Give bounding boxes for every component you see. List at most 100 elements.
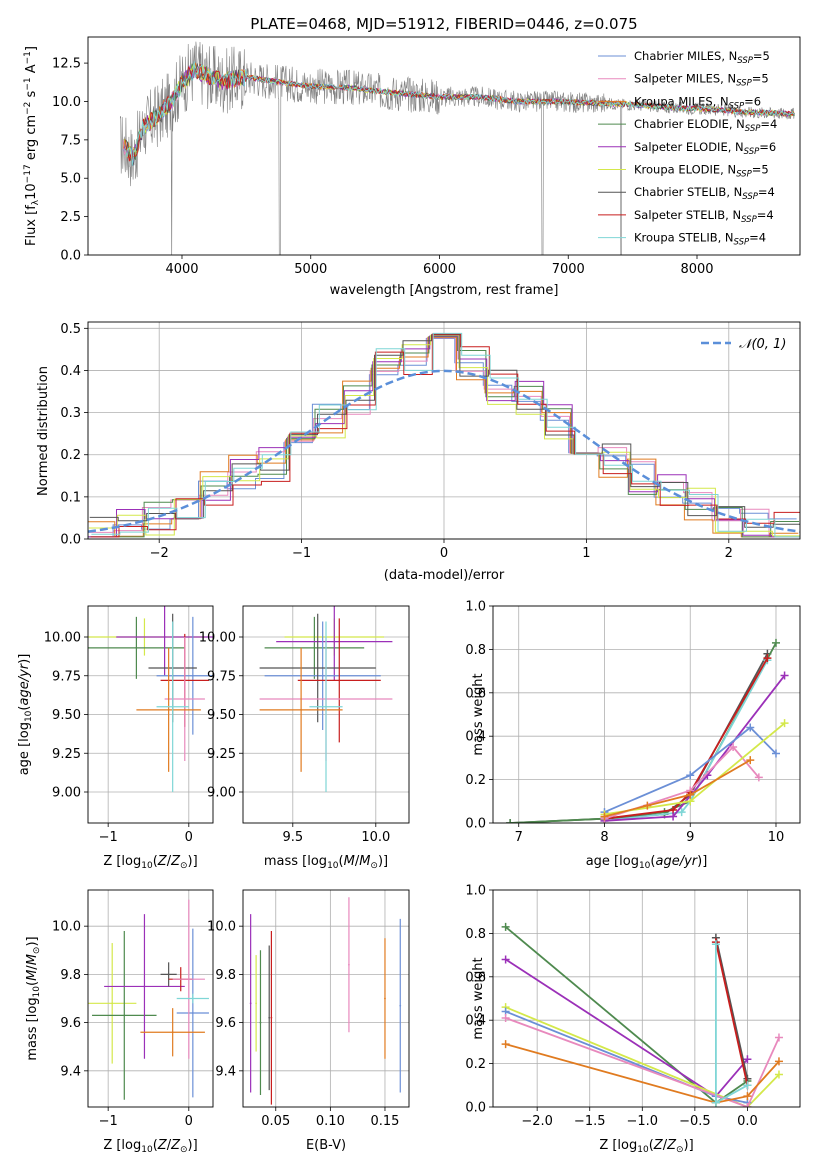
series-line (715, 941, 749, 1086)
y-tick-label: 10.0 (52, 920, 81, 935)
histogram-step-line (88, 336, 800, 538)
y-tick-label: 0.2 (465, 773, 486, 788)
x-tick-label: 2 (725, 546, 733, 561)
x-axis-label: wavelength [Angstrom, rest frame] (330, 283, 559, 298)
y-tick-label: 0.0 (60, 533, 81, 548)
series-line (604, 674, 786, 822)
plot-area (506, 638, 789, 823)
series-line (715, 937, 749, 1079)
axes-frame (242, 605, 410, 824)
x-tick-label: 0 (185, 1114, 193, 1129)
x-axis-label: Z [log10(Z/Z⊙)] (103, 854, 197, 871)
axes-frame (492, 889, 801, 1108)
x-tick-label: 8000 (680, 262, 713, 277)
plot-area (259, 606, 393, 792)
y-tick-label: 9.00 (52, 786, 81, 801)
x-axis-label: (data-model)/error (384, 568, 505, 583)
x-tick-label: −2.0 (521, 1114, 553, 1129)
y-tick-label: 0.2 (60, 448, 81, 463)
y-tick-label: 9.8 (215, 968, 236, 983)
y-tick-label: 0.0 (465, 817, 486, 832)
y-tick-label: 9.25 (207, 747, 236, 762)
x-tick-label: 0 (185, 830, 193, 845)
data-marker (501, 955, 510, 964)
x-tick-label: 10 (768, 830, 785, 845)
y-tick-label: 0.6 (465, 686, 486, 701)
axes-frame (87, 36, 801, 256)
data-point (399, 1004, 402, 1007)
chart-3: 9.5 10.0 9.00 9.25 9.50 9.75 10.00 mass [log10(… (199, 605, 410, 871)
y-tick-label: 0.0 (465, 1101, 486, 1116)
histogram-step-line (88, 336, 799, 538)
histogram-step-line (90, 333, 800, 538)
data-point (163, 636, 166, 638)
data-marker (501, 1014, 510, 1023)
data-point (259, 1021, 262, 1024)
histogram-step-line (88, 337, 798, 538)
chart-title: PLATE=0468, MJD=51912, FIBERID=0446, z=0… (250, 15, 637, 33)
data-point (135, 646, 138, 649)
data-marker (743, 1092, 752, 1101)
y-tick-label: 2.5 (60, 210, 81, 225)
y-tick-label: 9.8 (60, 968, 81, 983)
y-tick-label: 0.0 (60, 249, 81, 264)
series-line (604, 657, 769, 820)
axes-frame (87, 605, 214, 824)
legend-label: Salpeter MILES, NSSP=5 (634, 72, 769, 89)
data-marker (754, 773, 763, 782)
y-tick-label: 0.4 (60, 364, 81, 379)
x-tick-label: −0.5 (679, 1114, 711, 1129)
x-tick-label: −1 (99, 1114, 118, 1129)
x-tick-label: 0.0 (737, 1114, 758, 1129)
histogram-step-line (91, 332, 800, 538)
series-line (604, 745, 760, 820)
y-tick-label: 9.00 (207, 786, 236, 801)
y-tick-label: 0.8 (465, 927, 486, 942)
series-line (505, 1043, 780, 1104)
data-marker (669, 812, 678, 821)
data-point (313, 646, 316, 649)
legend-label: Salpeter STELIB, NSSP=4 (634, 208, 774, 225)
data-point (171, 1031, 174, 1034)
data-marker (729, 743, 738, 752)
data-point (123, 1014, 126, 1017)
legend-label: Kroupa ELODIE, NSSP=5 (634, 163, 769, 180)
y-tick-label: 0.1 (60, 490, 81, 505)
plot-area (88, 606, 213, 792)
data-point (167, 973, 170, 976)
series-line (505, 1006, 780, 1107)
series-line (604, 659, 769, 822)
data-marker (746, 723, 755, 732)
data-marker (711, 940, 720, 949)
y-tick-label: 9.25 (52, 747, 81, 762)
data-point (191, 1012, 194, 1014)
data-point (338, 679, 341, 682)
x-axis-label: Z [log10(Z/Z⊙)] (599, 1138, 693, 1155)
x-tick-label: 9 (686, 830, 694, 845)
data-marker (506, 819, 515, 823)
data-point (191, 997, 194, 1000)
legend-label: Kroupa STELIB, NSSP=4 (634, 231, 766, 248)
y-tick-label: 10.0 (52, 95, 81, 110)
chart-4: 7 8 9 10 0.0 0.2 0.4 0.6 0.8 1.0 age [log10(age/yr… (465, 600, 801, 871)
y-axis-label: Normed distribution (36, 366, 51, 496)
x-tick-label: −1.5 (574, 1114, 606, 1129)
data-marker (501, 1040, 510, 1049)
x-tick-label: −2 (150, 546, 169, 561)
data-point (384, 997, 386, 1000)
data-marker (743, 1055, 752, 1064)
histogram-step-line (88, 338, 797, 538)
legend-label: Salpeter ELODIE, NSSP=6 (634, 140, 776, 157)
data-point (111, 1002, 114, 1005)
y-axis-label: mass [log10(M/M⊙)] (25, 936, 42, 1060)
x-tick-label: 9.5 (282, 830, 303, 845)
y-tick-label: 10.0 (207, 920, 236, 935)
x-axis-label: mass [log10(M/M⊙)] (264, 854, 388, 871)
y-tick-label: 1.0 (465, 884, 486, 899)
chart-2: −1 0 9.00 9.25 9.50 9.75 10.00 Z [log10(Z/Z⊙)] a… (17, 605, 214, 871)
series-line (505, 1017, 780, 1107)
data-marker (746, 756, 755, 765)
data-marker (771, 749, 780, 758)
x-tick-label: 0 (440, 546, 448, 561)
